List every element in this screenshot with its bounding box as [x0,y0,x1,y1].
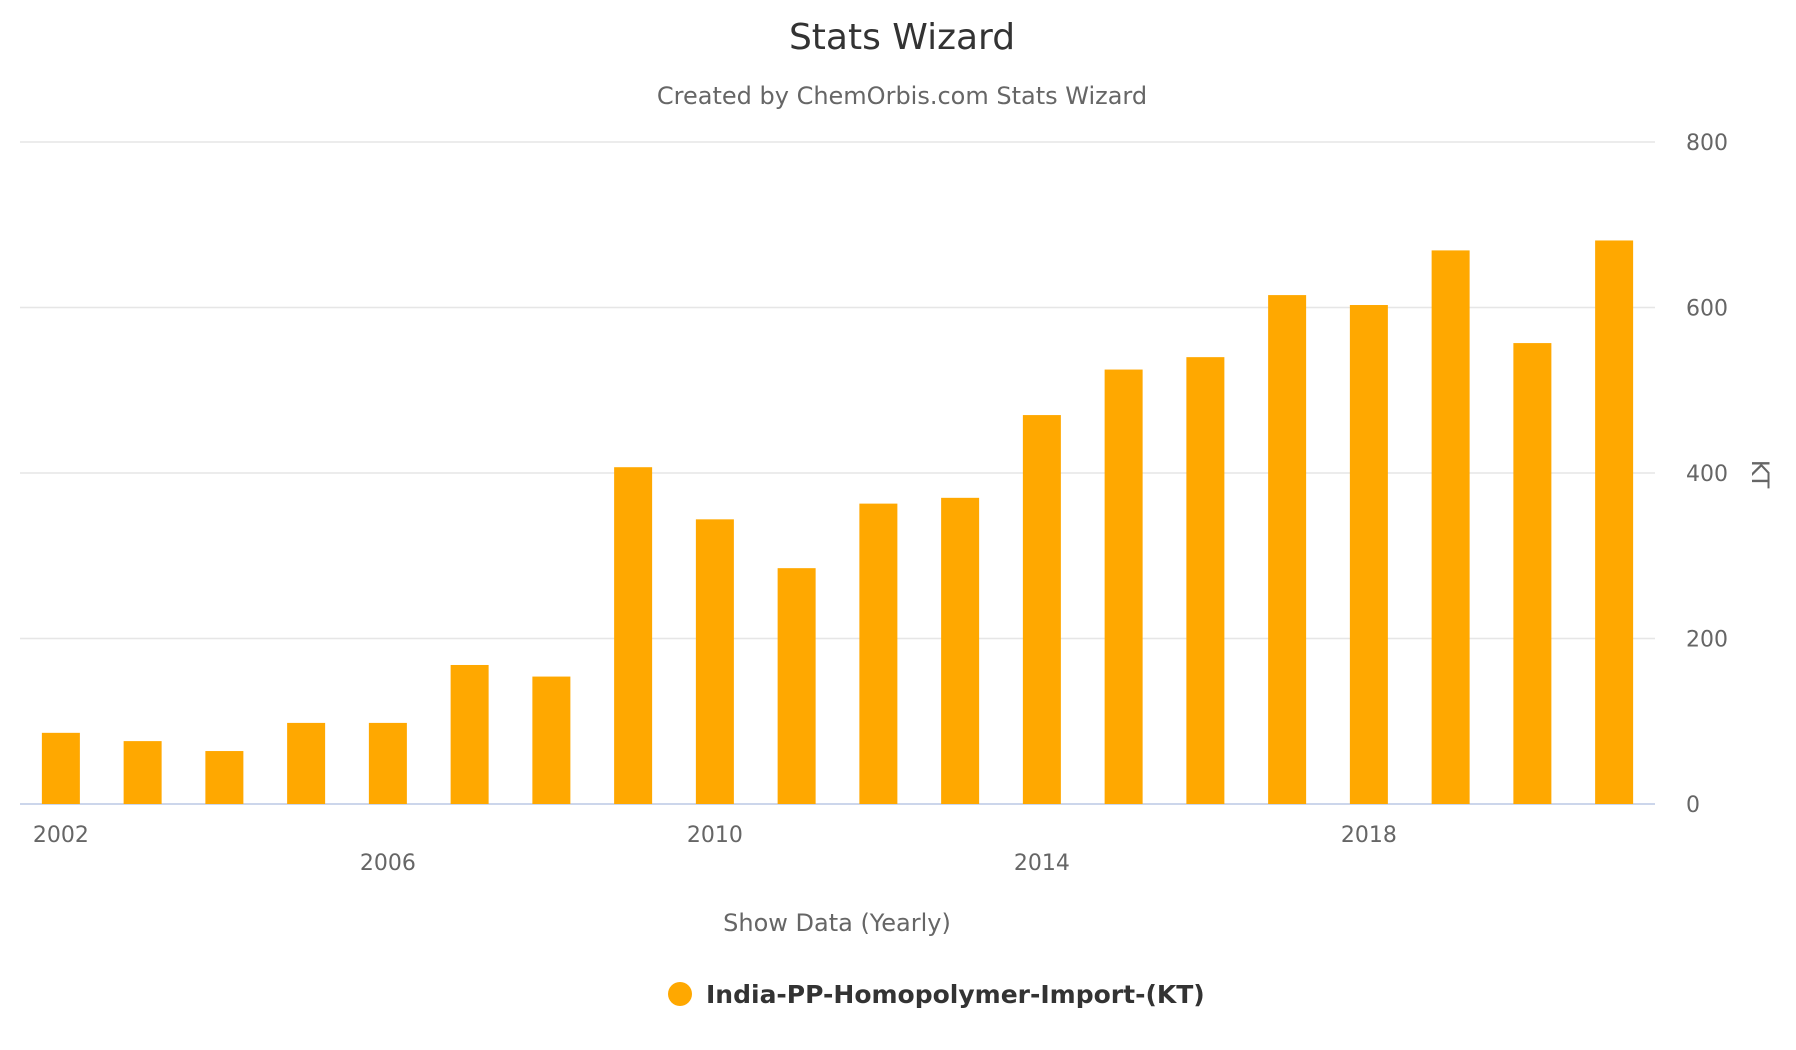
y-tick-label: 400 [1686,462,1728,487]
legend-label: India-PP-Homopolymer-Import-(KT) [706,980,1205,1009]
y-axis-ticks: 0 200 400 600 800 [1686,131,1728,818]
bar-2018[interactable] [1349,305,1388,804]
y-tick-label: 0 [1686,793,1700,818]
bar-2003[interactable] [123,741,162,804]
x-axis-title: Show Data (Yearly) [723,909,951,937]
x-tick-label: 2014 [1014,851,1070,876]
bar-2004[interactable] [205,751,244,804]
x-tick-label: 2010 [687,823,743,848]
bar-2012[interactable] [859,503,898,804]
y-tick-label: 200 [1686,628,1728,653]
gridlines [20,141,1655,805]
bar-2019[interactable] [1431,250,1470,805]
bar-2017[interactable] [1268,295,1307,804]
bar-2014[interactable] [1022,415,1061,804]
chart-subtitle: Created by ChemOrbis.com Stats Wizard [657,82,1147,110]
x-tick-label: 2006 [360,851,416,876]
bars [41,240,1634,805]
bar-2015[interactable] [1104,369,1143,804]
bar-2016[interactable] [1186,357,1225,804]
x-tick-label: 2018 [1341,823,1397,848]
bar-2005[interactable] [287,722,326,804]
bar-2009[interactable] [614,467,653,804]
bar-2021[interactable] [1595,240,1634,804]
y-tick-label: 800 [1686,131,1728,156]
bar-2020[interactable] [1513,343,1552,804]
legend-marker-icon [668,982,692,1006]
x-axis-ticks: 2002 2006 2010 2014 2018 [33,823,1397,876]
bar-2006[interactable] [368,722,407,804]
chart-title: Stats Wizard [789,17,1015,58]
bar-2013[interactable] [941,497,980,804]
bar-2007[interactable] [450,664,489,804]
y-tick-label: 600 [1686,297,1728,322]
bar-2008[interactable] [532,676,571,804]
y-axis-title: KT [1746,460,1774,489]
bar-2002[interactable] [41,732,80,804]
x-tick-label: 2002 [33,823,89,848]
bar-2011[interactable] [777,568,816,804]
legend[interactable]: India-PP-Homopolymer-Import-(KT) [668,980,1205,1009]
bar-2010[interactable] [695,519,734,804]
